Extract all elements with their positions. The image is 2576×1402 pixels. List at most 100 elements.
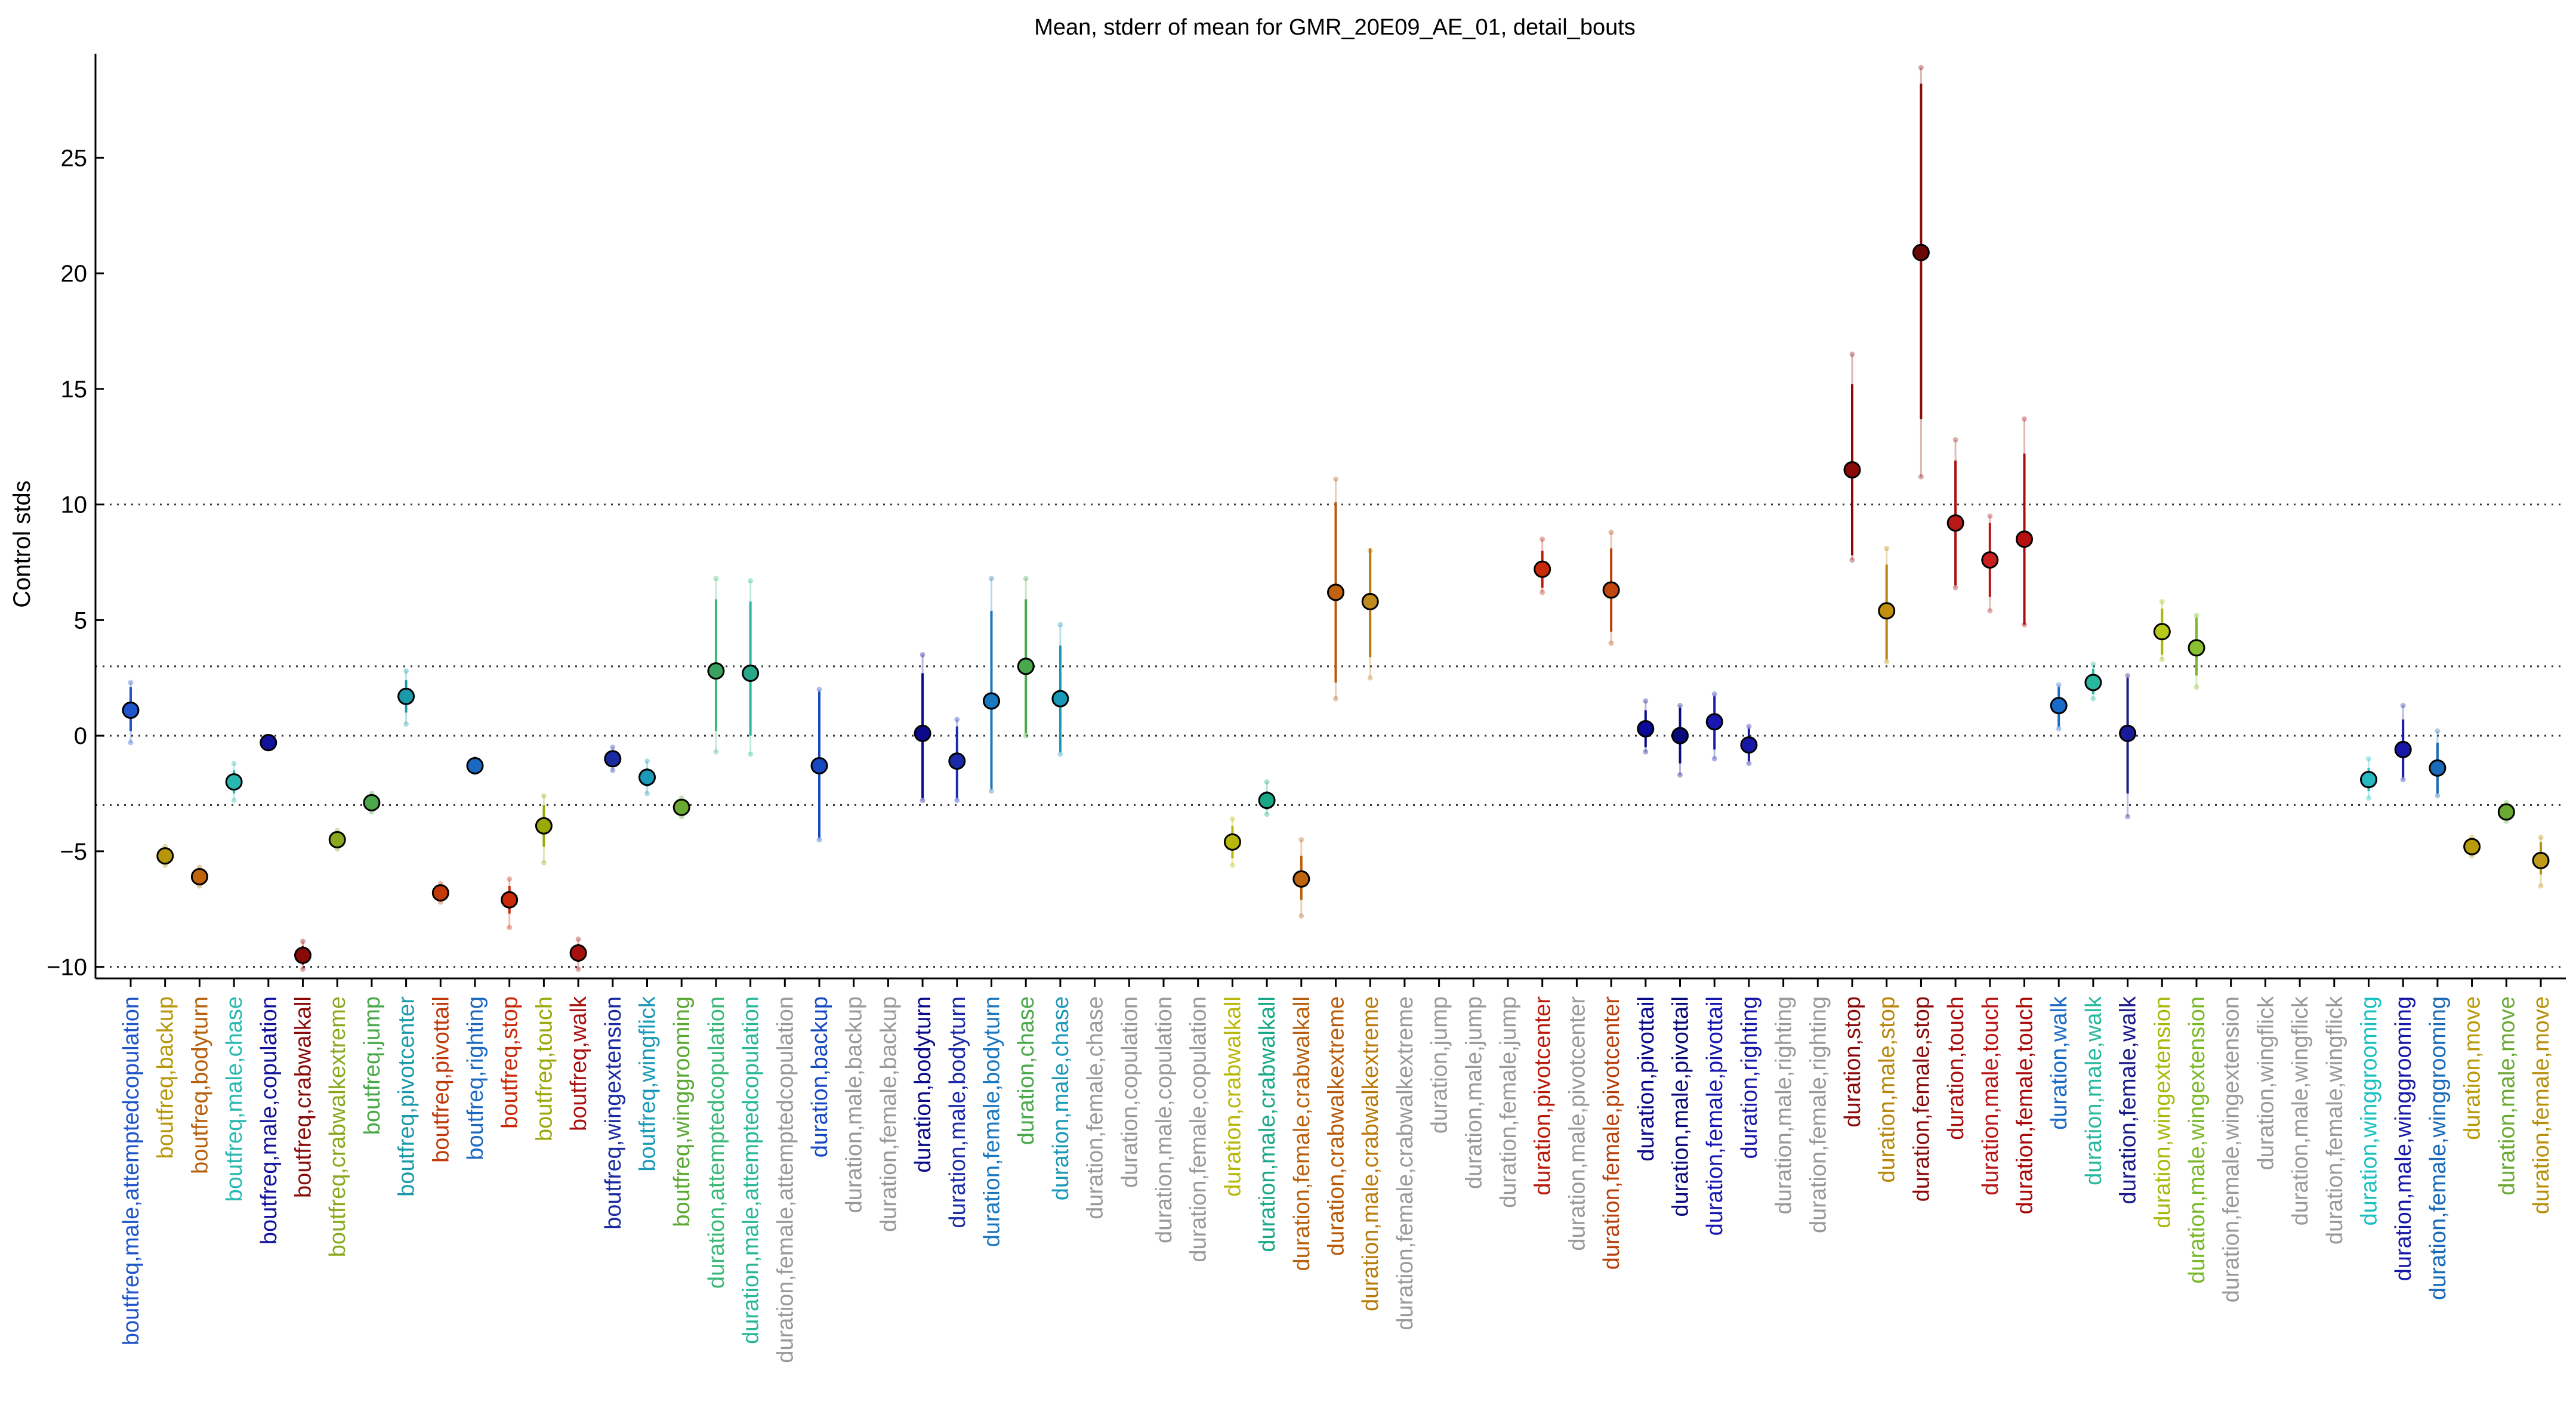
x-tick-label: duration,attemptedcopulation — [704, 996, 729, 1289]
ci-cap — [575, 936, 581, 942]
x-tick-label: boutfreq,wingflick — [635, 996, 661, 1172]
ci-cap — [2435, 728, 2441, 734]
mean-point — [466, 757, 484, 774]
x-tick-label: duration,male,righting — [1772, 996, 1797, 1214]
ci-cap — [231, 798, 237, 804]
mean-point — [1705, 713, 1723, 731]
ci-cap — [1643, 698, 1649, 704]
mean-point — [2050, 697, 2068, 715]
reference-lines — [95, 504, 2566, 968]
ci-cap — [575, 966, 581, 972]
y-axis: −10 −5 0 5 10 15 20 25 — [47, 54, 104, 981]
x-tick-label: boutfreq,pivottail — [428, 996, 454, 1163]
x-tick-label: duration,stop — [1840, 996, 1865, 1128]
ci-cap — [954, 717, 960, 722]
x-axis: boutfreq,male,attemptedcopulation boutfre… — [95, 977, 2566, 1363]
ci-cap — [610, 767, 616, 773]
mean-point — [431, 884, 449, 902]
mean-point — [1671, 727, 1689, 745]
ci-cap — [713, 576, 719, 582]
ci-cap — [2125, 672, 2131, 678]
x-tick-label: boutfreq,touch — [532, 996, 557, 1141]
ci-cap — [989, 576, 994, 582]
ci-cap — [1987, 513, 1993, 519]
mean-point — [1843, 461, 1861, 478]
ci-cap — [989, 788, 994, 794]
mean-point — [294, 946, 311, 964]
mean-point — [2429, 759, 2447, 777]
mean-point — [914, 724, 931, 742]
x-tick-label: duration,female,walk — [2116, 996, 2141, 1205]
mean-point — [638, 768, 656, 786]
x-tick-label: duration,female,pivottail — [1702, 996, 1727, 1236]
ci-cap — [1298, 837, 1304, 842]
ci-cap — [2159, 656, 2165, 662]
mean-point — [2463, 838, 2481, 856]
mean-point — [2084, 674, 2102, 691]
mean-point — [1946, 514, 1964, 532]
x-tick-label: duration,male,jump — [1461, 996, 1486, 1189]
ci-cap — [507, 925, 513, 931]
x-tick-label: duration,winggrooming — [2357, 996, 2382, 1225]
x-tick-label: boutfreq,winggrooming — [670, 996, 695, 1227]
x-tick-label: duration,female,pivotcenter — [1599, 996, 1624, 1270]
y-tick-label: 10 — [61, 492, 88, 518]
mean-point — [569, 944, 587, 962]
ci-cap — [2194, 684, 2199, 690]
y-tick-label: 15 — [61, 376, 88, 403]
ci-cap — [1298, 913, 1304, 919]
x-tick-label: duration,male,pivottail — [1668, 996, 1693, 1217]
y-tick-label: 0 — [74, 723, 87, 749]
ci-cap — [816, 837, 822, 842]
ci-cap — [610, 745, 616, 750]
ci-cap — [403, 668, 409, 674]
ci-cap — [1677, 772, 1683, 778]
mean-point — [948, 752, 966, 770]
x-tick-label: duration,female,jump — [1496, 996, 1521, 1208]
mean-point — [1051, 690, 1069, 708]
x-tick-label: duration,male,attemptedcopulation — [739, 996, 764, 1344]
ci-cap — [816, 687, 822, 693]
mean-point — [501, 891, 519, 909]
x-tick-label: duration,touch — [1943, 996, 1969, 1140]
ci-cap — [1711, 691, 1717, 697]
x-tick-label: boutfreq,crabwalkall — [291, 996, 316, 1198]
ci-cap — [128, 740, 134, 746]
mean-point — [2394, 740, 2412, 758]
ci-cap — [1746, 761, 1752, 767]
x-tick-label: duration,male,wingflick — [2288, 996, 2313, 1225]
x-tick-label: duration,male,touch — [1978, 996, 2003, 1196]
ci-cap — [713, 749, 719, 755]
ci-cap — [231, 761, 237, 767]
x-tick-label: duration,male,winggrooming — [2391, 996, 2416, 1281]
ci-cap — [2090, 696, 2096, 702]
ci-cap — [507, 876, 513, 882]
ci-cap — [1987, 608, 1993, 614]
x-tick-label: boutfreq,male,attemptedcopulation — [119, 996, 144, 1345]
x-tick-label: duration,female,touch — [2013, 996, 2038, 1214]
mean-markers — [122, 243, 2550, 964]
x-tick-label: boutfreq,male,chase — [222, 996, 247, 1202]
ci-cap — [748, 578, 754, 583]
ci-cap — [1540, 536, 1545, 542]
x-tick-label: duration,male,wingextension — [2185, 996, 2210, 1284]
ci-cap — [2400, 777, 2406, 783]
y-axis-label: Control stds — [9, 480, 35, 607]
x-tick-label: boutfreq,walk — [566, 996, 591, 1131]
x-tick-label: duration,female,crabwalkall — [1289, 996, 1315, 1271]
x-tick-label: boutfreq,stop — [498, 996, 523, 1129]
ci-cap — [1677, 703, 1683, 709]
y-tick-label: 5 — [74, 607, 87, 634]
ci-cap — [2538, 883, 2544, 889]
ci-cap — [1711, 756, 1717, 762]
ci-cap — [1746, 724, 1752, 730]
ci-cap — [1229, 816, 1235, 822]
x-tick-label: duration,pivottail — [1634, 996, 1659, 1162]
x-tick-label: boutfreq,backup — [153, 996, 178, 1159]
x-tick-label: duration,male,bodyturn — [945, 996, 970, 1228]
ci-cap — [644, 790, 650, 796]
ci-cap — [403, 721, 409, 727]
mean-point — [1292, 870, 1310, 888]
x-tick-label: duration,female,copulation — [1186, 996, 1211, 1262]
